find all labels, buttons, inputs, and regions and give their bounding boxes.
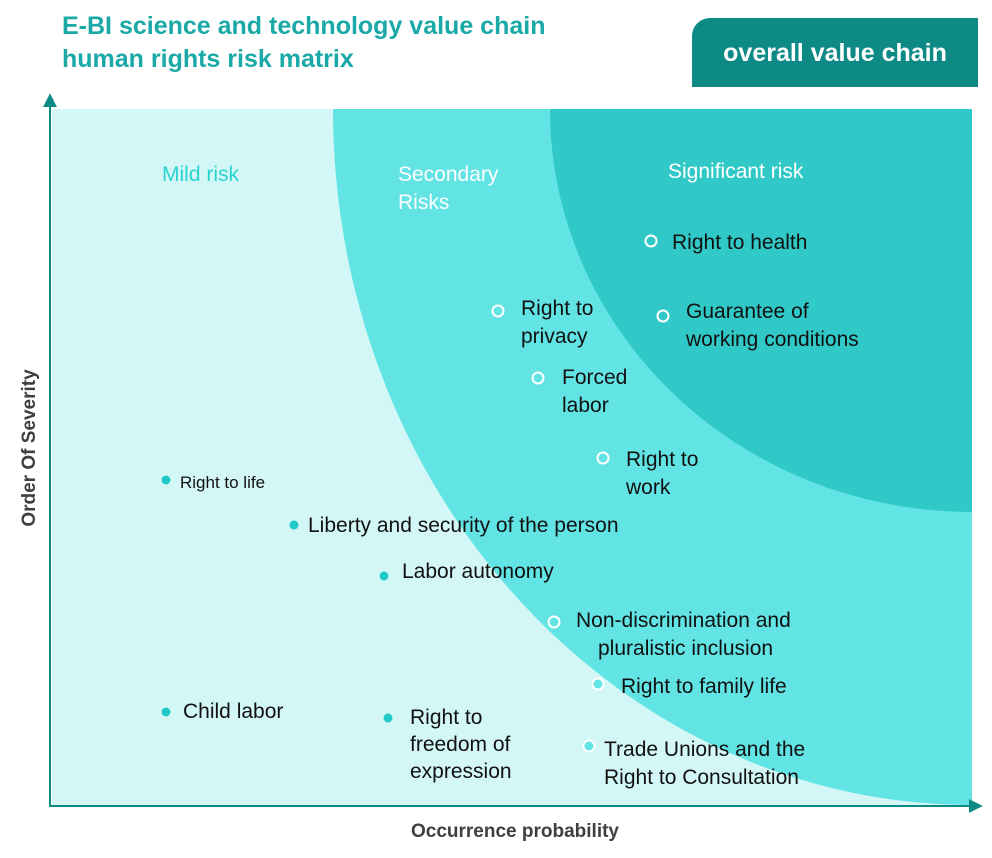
risk-item-child-labor: Child labor: [161, 700, 283, 723]
risk-marker: [531, 371, 545, 385]
value-chain-badge: overall value chain: [692, 18, 978, 87]
risk-item-label-line: Right to: [410, 706, 482, 729]
risk-item-right-to-privacy: Right to privacy: [491, 297, 593, 348]
risk-item-right-to-family-life: Right to family life: [591, 675, 787, 698]
risk-item-label: Right to work: [625, 448, 698, 499]
risk-item-label-line: Non-discrimination and: [576, 609, 791, 632]
risk-item-label: Forced labor: [562, 366, 627, 417]
risk-item-label-line: Liberty and security of the person: [308, 514, 619, 537]
risk-item-label-line: Child labor: [183, 700, 283, 723]
risk-marker: [383, 713, 393, 723]
risk-item-label: Right to privacy: [521, 297, 593, 348]
secondary-risk-label: Secondary Risks: [398, 163, 499, 214]
risk-item-right-to-life: Right to life: [161, 473, 265, 492]
risk-item-label-line: Right to: [626, 448, 698, 471]
risk-marker: [596, 451, 610, 465]
significant-risk-zone: [550, 109, 972, 512]
mild-risk-label-line: Mild risk: [162, 163, 239, 186]
risk-marker: [379, 571, 389, 581]
risk-item-label: Trade Unions and the Right to Consultatio…: [604, 738, 805, 789]
secondary-risk-label-line: Secondary: [398, 163, 499, 186]
significant-risk-label-line: Significant risk: [668, 160, 804, 183]
risk-item-guarantee-of-working-conditions: Guarantee of working conditions: [656, 300, 859, 351]
risk-marker: [289, 520, 299, 530]
risk-item-label-line: working conditions: [685, 328, 859, 351]
risk-item-labor-autonomy: Labor autonomy: [379, 560, 554, 583]
risk-item-label-line: Trade Unions and the: [604, 738, 805, 761]
risk-item-label: Labor autonomy: [402, 560, 554, 583]
risk-item-label: Guarantee of working conditions: [685, 300, 859, 351]
risk-item-non-discrimination-and-pluralistic-inclusion: Non-discrimination and pluralistic inclus…: [547, 609, 791, 660]
risk-item-forced-labor: Forced labor: [531, 366, 627, 417]
risk-item-label-line: Guarantee of: [686, 300, 809, 323]
risk-marker: [161, 707, 171, 717]
risk-marker: [582, 739, 596, 753]
risk-marker: [491, 304, 505, 318]
risk-item-right-to-work: Right to work: [596, 448, 698, 499]
significant-risk-label: Significant risk: [668, 160, 804, 183]
risk-item-label-line: Right to Consultation: [604, 766, 799, 789]
y-axis-label: Order Of Severity: [19, 369, 40, 527]
risk-item-right-to-freedom-of-expression: Right to freedom of expression: [383, 706, 512, 783]
risk-item-label-line: pluralistic inclusion: [598, 637, 773, 660]
risk-item-trade-unions-and-the-right-to-consultation: Trade Unions and the Right to Consultatio…: [582, 738, 805, 789]
risk-item-label-line: privacy: [521, 325, 588, 348]
risk-marker: [547, 615, 561, 629]
risk-item-right-to-health: Right to health: [644, 231, 807, 254]
page-title: E-BI science and technology value chain …: [62, 12, 546, 73]
risk-item-label-line: work: [625, 476, 671, 499]
risk-marker: [656, 309, 670, 323]
risk-item-label-line: Right to life: [180, 473, 265, 492]
risk-item-label-line: Right to family life: [621, 675, 787, 698]
secondary-risk-label-line: Risks: [398, 191, 449, 214]
risk-item-label: Non-discrimination and pluralistic inclus…: [576, 609, 791, 660]
risk-item-label-line: labor: [562, 394, 609, 417]
risk-marker: [644, 234, 658, 248]
risk-item-label: Child labor: [183, 700, 283, 723]
mild-risk-label: Mild risk: [162, 163, 239, 186]
risk-item-label: Liberty and security of the person: [308, 514, 619, 537]
risk-item-label-line: Labor autonomy: [402, 560, 554, 583]
risk-marker: [161, 475, 171, 485]
risk-item-label-line: freedom of: [410, 733, 511, 756]
risk-item-label-line: Forced: [562, 366, 627, 389]
risk-item-label: Right to life: [180, 473, 265, 492]
risk-item-label: Right to family life: [621, 675, 787, 698]
risk-item-label-line: expression: [410, 760, 512, 783]
risk-marker: [591, 677, 605, 691]
x-axis-label: Occurrence probability: [411, 821, 619, 842]
risk-item-label-line: Right to: [521, 297, 593, 320]
risk-item-liberty-and-security-of-the-person: Liberty and security of the person: [289, 514, 619, 537]
risk-item-label: Right to freedom of expression: [410, 706, 512, 783]
risk-item-label: Right to health: [672, 231, 807, 254]
risk-item-label-line: Right to health: [672, 231, 807, 254]
